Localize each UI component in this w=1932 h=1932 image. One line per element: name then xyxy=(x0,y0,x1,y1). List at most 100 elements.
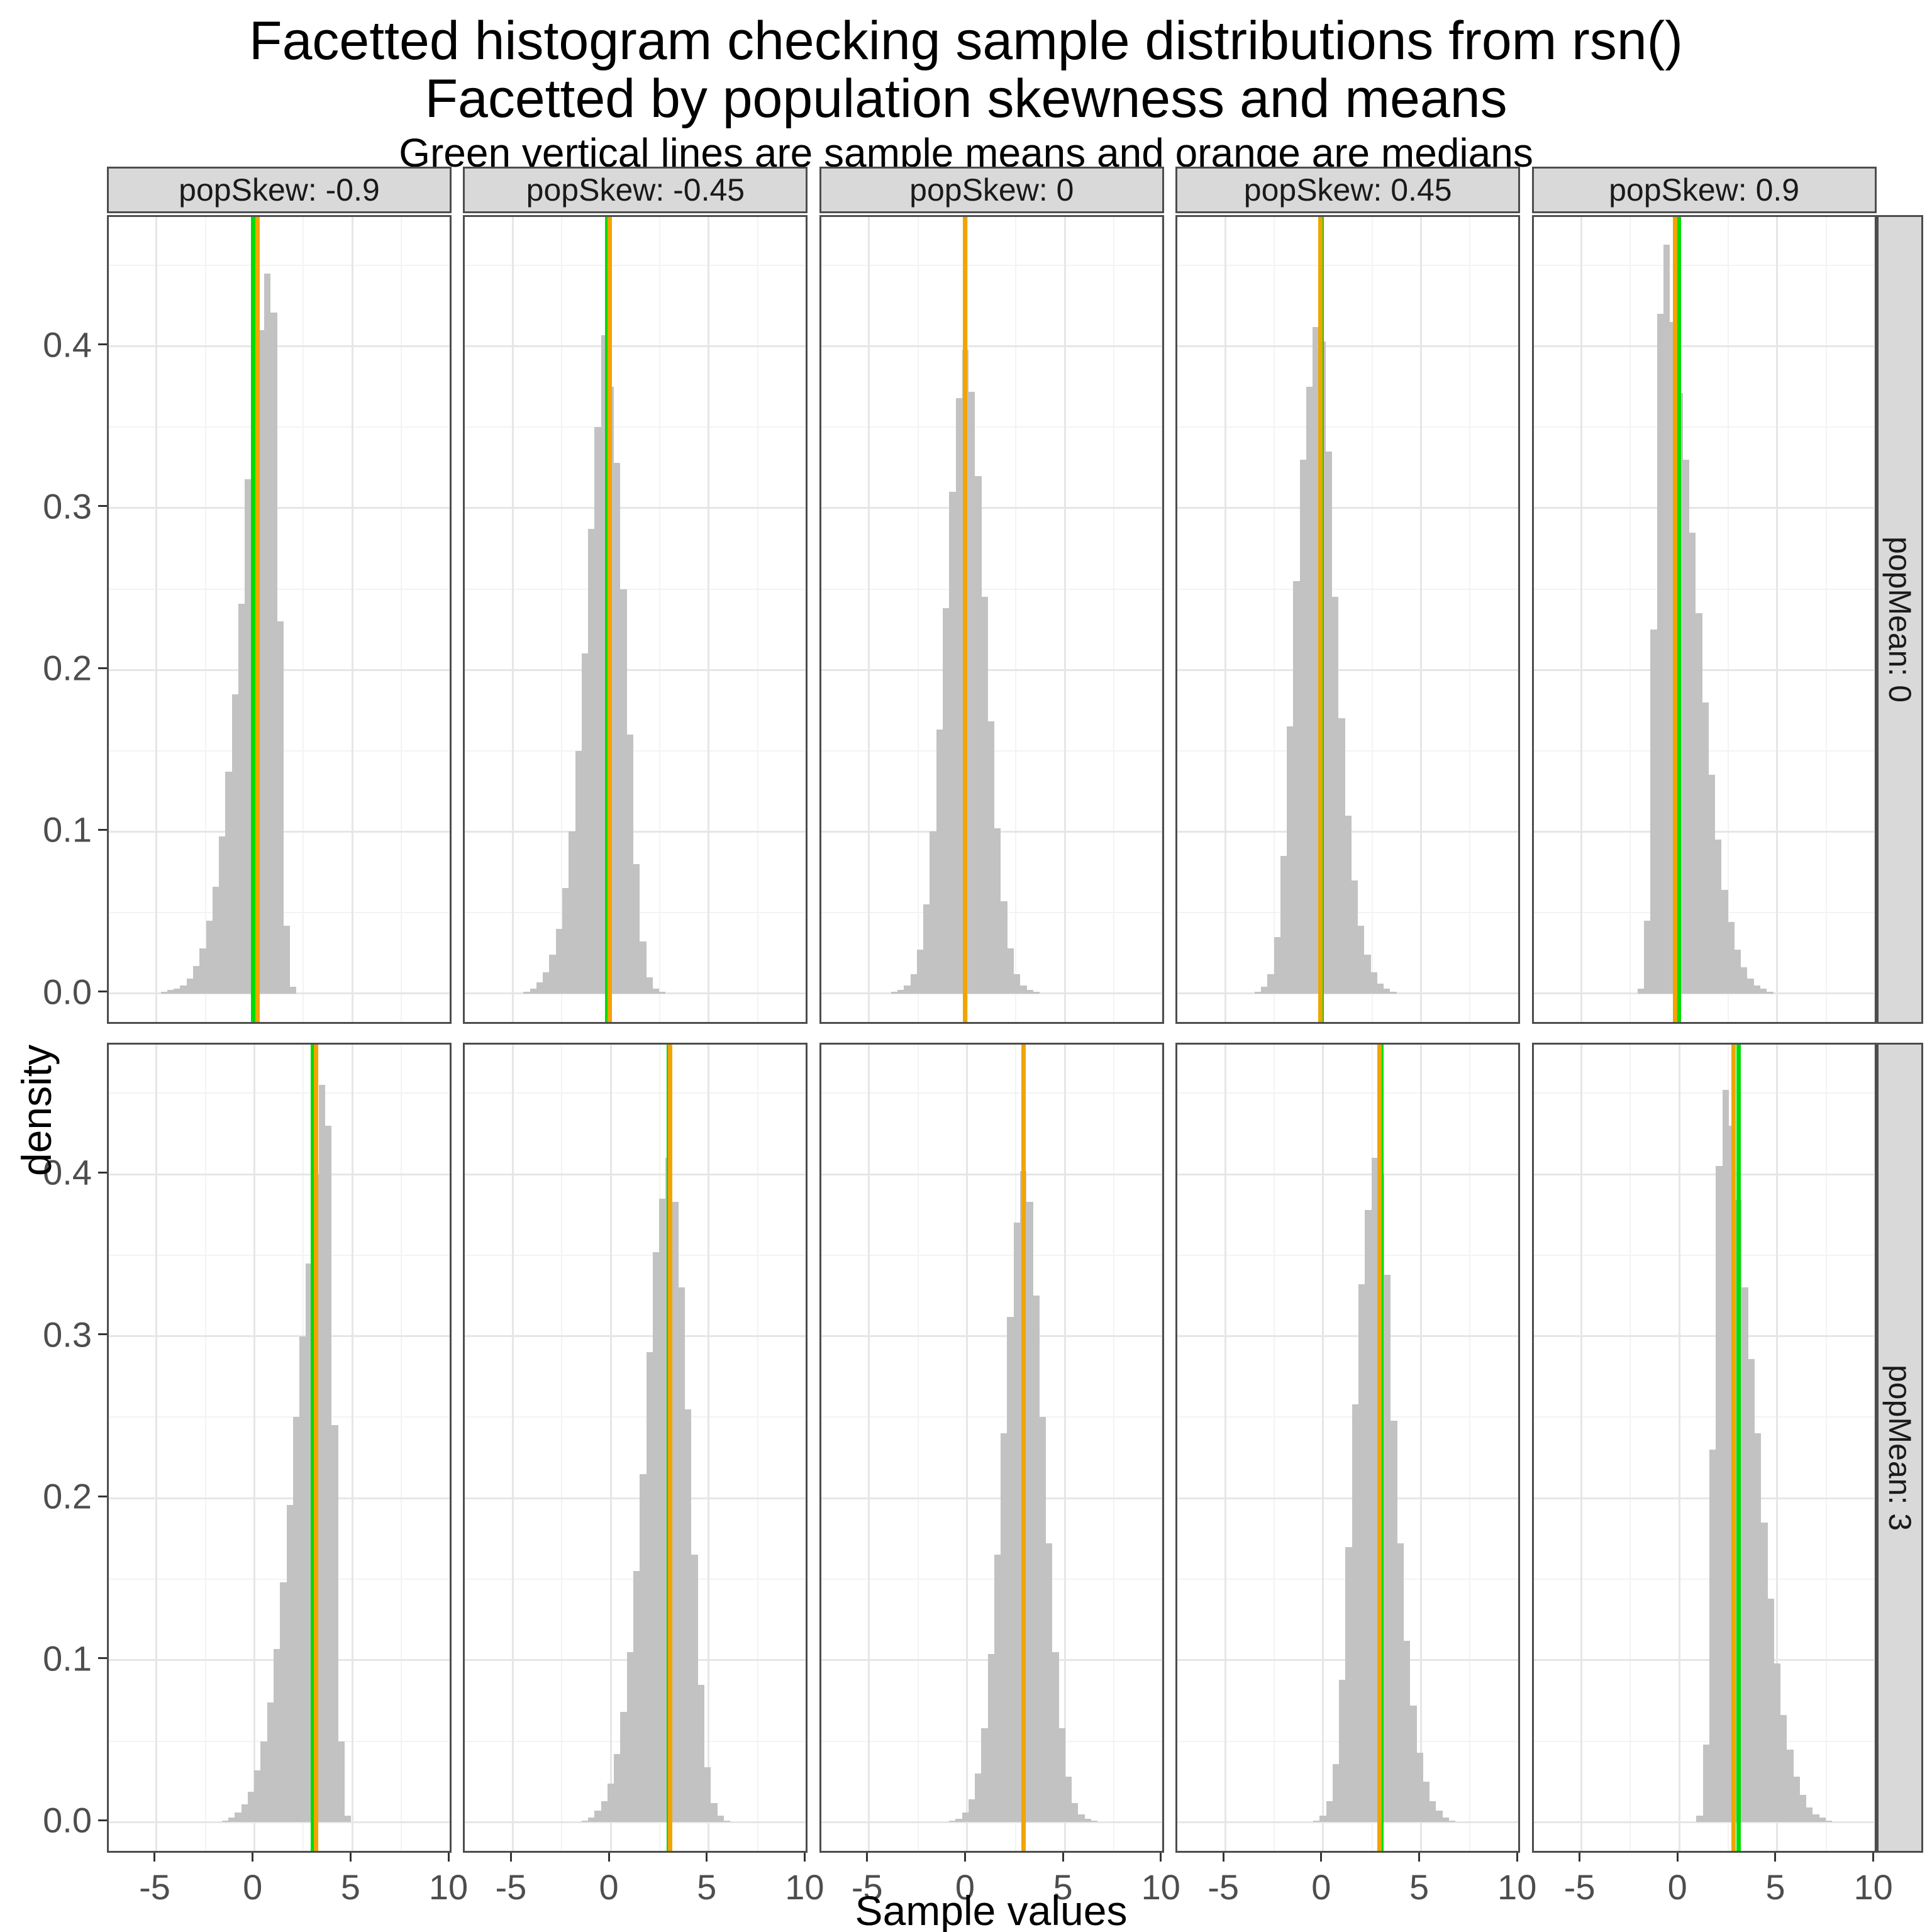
gridline-x-minor xyxy=(658,217,660,1022)
gridline-y-minor xyxy=(821,1579,1162,1580)
x-tick-mark xyxy=(1222,1853,1224,1862)
histogram-bar xyxy=(1806,1807,1813,1823)
median-line xyxy=(1731,1045,1736,1851)
gridline-x-major xyxy=(449,217,450,1022)
histogram-bar xyxy=(1657,314,1663,994)
gridline-y-major xyxy=(1533,1659,1875,1662)
histogram-bar xyxy=(1345,1546,1352,1823)
gridline-y-minor xyxy=(1177,750,1519,752)
histogram-bar xyxy=(994,1555,1001,1823)
gridline-x-major xyxy=(1580,1045,1583,1851)
gridline-y-minor xyxy=(1533,1740,1875,1742)
histogram-bar xyxy=(1644,920,1651,994)
histogram-bar xyxy=(569,831,575,994)
histogram-bar xyxy=(1287,726,1294,994)
x-tick-label: -5 xyxy=(851,1867,883,1907)
gridline-x-major xyxy=(1580,217,1583,1022)
gridline-y-major xyxy=(1533,1497,1875,1499)
gridline-y-minor xyxy=(1177,426,1519,428)
histogram-bar xyxy=(1358,925,1365,994)
gridline-y-minor xyxy=(109,588,450,590)
histogram-bar xyxy=(1825,1820,1833,1823)
histogram-bar xyxy=(1338,718,1345,994)
gridline-x-minor xyxy=(1469,217,1471,1022)
histogram-bar xyxy=(652,1252,660,1823)
median-line xyxy=(1318,217,1323,1022)
histogram-bar xyxy=(1715,840,1722,994)
histogram-bar xyxy=(299,1336,306,1823)
gridline-y-minor xyxy=(1177,1254,1519,1256)
gridline-y-major xyxy=(1533,345,1875,348)
gridline-x-major xyxy=(1874,217,1875,1022)
histogram-bar xyxy=(345,1816,352,1823)
gridline-y-minor xyxy=(1177,265,1519,267)
histogram-bar xyxy=(1716,1166,1723,1823)
gridline-y-minor xyxy=(465,265,806,267)
gridline-y-major xyxy=(109,992,450,995)
gridline-y-major xyxy=(109,345,450,348)
median-line xyxy=(1672,217,1677,1022)
gridline-y-minor xyxy=(109,1579,450,1580)
histogram-bar xyxy=(1371,1158,1378,1823)
x-tick-mark xyxy=(1418,1853,1421,1862)
mean-line xyxy=(1677,217,1682,1022)
gridline-y-major xyxy=(465,669,806,671)
histogram-bar xyxy=(1384,988,1391,994)
histogram-bar xyxy=(904,985,911,994)
histogram-bar xyxy=(1813,1814,1819,1823)
histogram-bar xyxy=(1254,991,1261,994)
gridline-x-minor xyxy=(1825,1045,1827,1851)
histogram-bar xyxy=(1007,1316,1014,1823)
gridline-y-minor xyxy=(109,265,450,267)
gridline-x-major xyxy=(155,1045,158,1851)
x-tick-label: 5 xyxy=(1053,1867,1073,1907)
histogram-bar xyxy=(948,1820,956,1823)
histogram-bar xyxy=(1708,775,1716,994)
gridline-y-major xyxy=(1177,1821,1519,1823)
gridline-x-major xyxy=(1224,1045,1226,1851)
gridline-y-major xyxy=(465,507,806,509)
histogram-bar xyxy=(1078,1814,1085,1823)
gridline-y-major xyxy=(1177,1497,1519,1499)
histogram-bar xyxy=(1260,987,1268,994)
histogram-bar xyxy=(523,991,530,994)
gridline-y-major xyxy=(465,1335,806,1338)
histogram-bar xyxy=(575,750,582,994)
gridline-y-major xyxy=(821,1821,1162,1823)
gridline-y-major xyxy=(109,1335,450,1338)
histogram-bar xyxy=(1448,1820,1456,1823)
histogram-bar xyxy=(620,589,627,994)
histogram-bar xyxy=(235,1813,242,1823)
x-tick-label: 0 xyxy=(243,1867,263,1907)
histogram-bar xyxy=(1423,1782,1430,1823)
gridline-x-major xyxy=(511,1045,514,1851)
histogram-bar xyxy=(1039,1417,1046,1823)
gridline-y-major xyxy=(465,1497,806,1499)
histogram-bar xyxy=(277,621,284,994)
histogram-bar xyxy=(923,904,930,994)
y-tick-label: 0.3 xyxy=(43,1314,92,1355)
histogram-bar xyxy=(1682,459,1689,994)
histogram-bar xyxy=(1702,1744,1710,1823)
histogram-bar xyxy=(1780,1715,1787,1823)
histogram-bar xyxy=(1313,1820,1320,1823)
histogram-bar xyxy=(1753,985,1760,994)
histogram-bar xyxy=(949,492,956,994)
facet-panel xyxy=(107,215,452,1024)
histogram-bar xyxy=(225,772,232,994)
gridline-x-major xyxy=(1224,217,1226,1022)
histogram-bar xyxy=(1001,1433,1008,1823)
y-tick-mark xyxy=(98,667,107,669)
histogram-bar xyxy=(955,398,962,994)
x-tick-mark xyxy=(349,1853,352,1862)
gridline-y-major xyxy=(821,345,1162,348)
histogram-bar xyxy=(1384,1274,1391,1823)
histogram-bar xyxy=(1046,1543,1053,1823)
histogram-bar xyxy=(1403,1640,1411,1823)
x-tick-mark xyxy=(1516,1853,1518,1862)
gridline-y-minor xyxy=(1177,588,1519,590)
y-axis-title: density xyxy=(13,1044,60,1176)
gridline-x-minor xyxy=(401,217,402,1022)
gridline-x-minor xyxy=(1825,217,1827,1022)
histogram-bar xyxy=(1352,1404,1359,1823)
